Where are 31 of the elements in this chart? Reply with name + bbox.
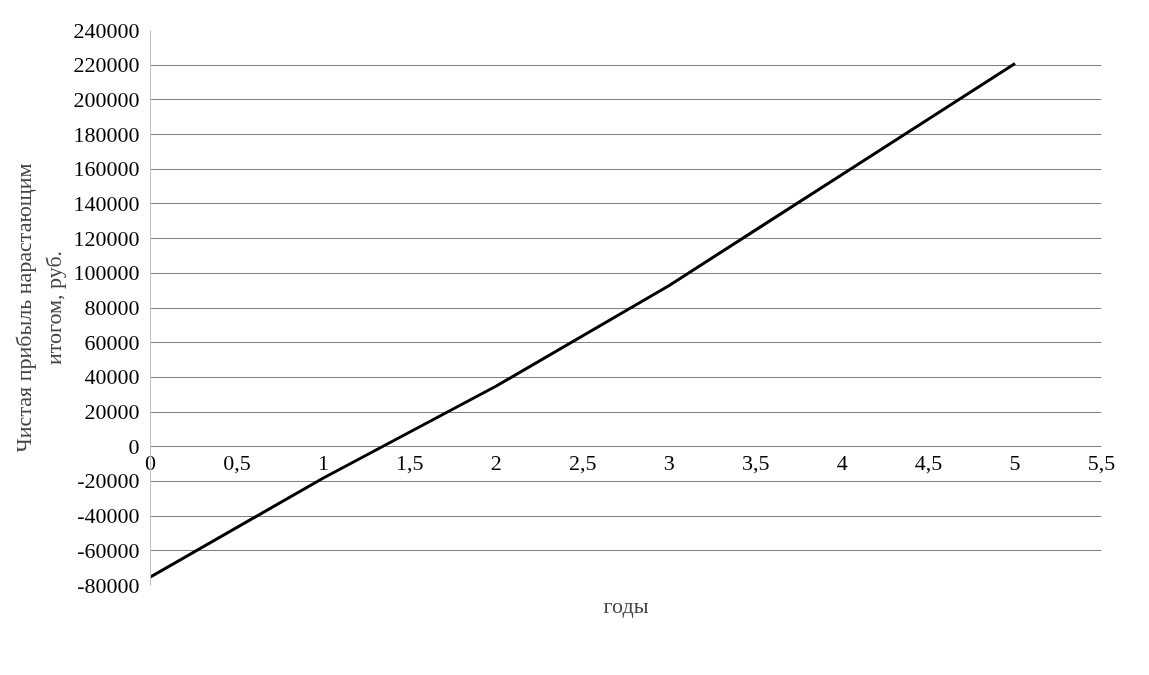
x-tick-label: 0,5: [223, 449, 251, 475]
y-tick-label: -60000: [77, 537, 140, 563]
x-tick-label: 2: [490, 449, 502, 475]
y-tick-label: -80000: [77, 572, 140, 598]
x-tick-label: 1: [317, 449, 329, 475]
y-tick-label: 200000: [73, 86, 140, 112]
x-axis-title: годы: [603, 592, 649, 618]
y-tick-label: 20000: [84, 399, 140, 425]
x-tick-label: 2,5: [569, 449, 597, 475]
y-tick-label: 180000: [73, 121, 140, 147]
y-tick-label: 80000: [84, 295, 140, 320]
y-axis-title: Чистая прибыль нарастающим итогом, руб.: [10, 163, 66, 453]
x-tick-label: 4,5: [914, 449, 943, 475]
y-tick-label: 160000: [73, 156, 140, 182]
y-tick-label: 120000: [73, 225, 140, 251]
x-tick-label: 5,5: [1087, 449, 1116, 475]
x-tick-label: 1,5: [396, 449, 424, 475]
x-tick-label: 0: [145, 449, 156, 475]
y-tick-label: 220000: [73, 52, 140, 78]
y-tick-label: -40000: [77, 503, 140, 529]
y-tick-label: 100000: [73, 260, 140, 286]
x-tick-label: 4: [836, 449, 848, 475]
x-tick-label: 5: [1009, 449, 1021, 475]
x-tick-label: 3,5: [741, 449, 770, 475]
y-tick-label: 240000: [73, 17, 140, 43]
y-tick-label: 0: [128, 433, 140, 459]
y-tick-label: -20000: [77, 468, 140, 494]
y-tick-label: 40000: [84, 364, 140, 390]
x-tick-label: 3: [663, 449, 675, 475]
y-tick-label: 140000: [73, 190, 140, 216]
y-tick-label: 60000: [84, 329, 140, 355]
